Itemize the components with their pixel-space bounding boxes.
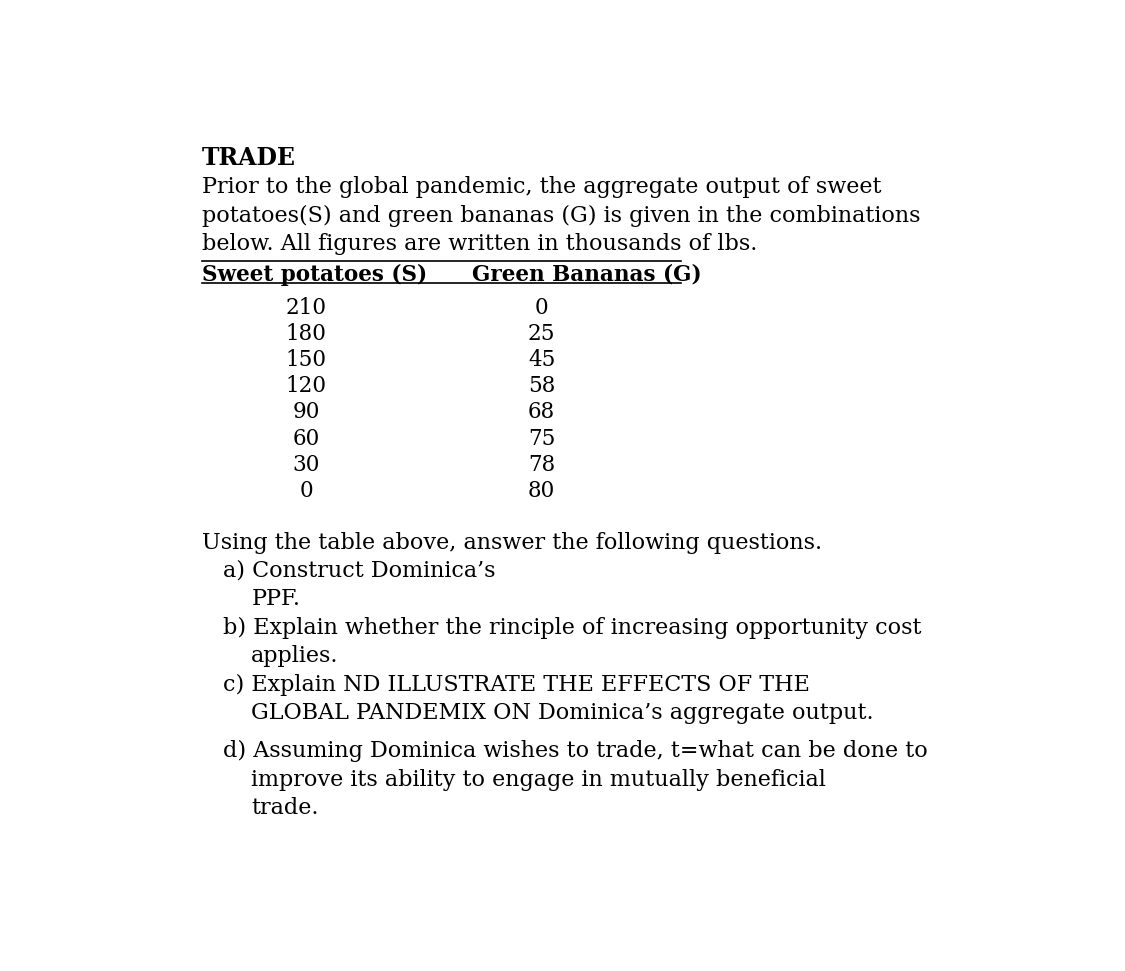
- Text: below. All figures are written in thousands of lbs.: below. All figures are written in thousa…: [201, 233, 757, 255]
- Text: Sweet potatoes (S): Sweet potatoes (S): [201, 264, 426, 285]
- Text: 25: 25: [528, 323, 556, 345]
- Text: b) Explain whether the rinciple of increasing opportunity cost: b) Explain whether the rinciple of incre…: [224, 617, 922, 639]
- Text: 68: 68: [528, 401, 556, 423]
- Text: Green Bananas (G): Green Bananas (G): [472, 264, 702, 285]
- Text: 120: 120: [286, 375, 326, 397]
- Text: c) Explain ND ILLUSTRATE THE EFFECTS OF THE: c) Explain ND ILLUSTRATE THE EFFECTS OF …: [224, 674, 810, 695]
- Text: Using the table above, answer the following questions.: Using the table above, answer the follow…: [201, 531, 821, 553]
- Text: trade.: trade.: [251, 797, 318, 820]
- Text: 90: 90: [292, 401, 319, 423]
- Text: potatoes(S) and green bananas (G) is given in the combinations: potatoes(S) and green bananas (G) is giv…: [201, 205, 920, 227]
- Text: PPF.: PPF.: [251, 588, 300, 611]
- Text: 45: 45: [528, 350, 556, 371]
- Text: 80: 80: [528, 480, 556, 502]
- Text: 0: 0: [534, 297, 549, 318]
- Text: TRADE: TRADE: [201, 147, 296, 171]
- Text: 210: 210: [286, 297, 326, 318]
- Text: 0: 0: [299, 480, 313, 502]
- Text: 180: 180: [286, 323, 326, 345]
- Text: 75: 75: [528, 427, 556, 450]
- Text: 78: 78: [528, 453, 556, 476]
- Text: 60: 60: [292, 427, 319, 450]
- Text: improve its ability to engage in mutually beneficial: improve its ability to engage in mutuall…: [251, 769, 826, 790]
- Text: a) Construct Dominica’s: a) Construct Dominica’s: [224, 560, 496, 582]
- Text: d) Assuming Dominica wishes to trade, t=what can be done to: d) Assuming Dominica wishes to trade, t=…: [224, 740, 928, 762]
- Text: 58: 58: [528, 375, 556, 397]
- Text: Prior to the global pandemic, the aggregate output of sweet: Prior to the global pandemic, the aggreg…: [201, 177, 881, 198]
- Text: applies.: applies.: [251, 645, 339, 667]
- Text: GLOBAL PANDEMIX ON Dominica’s aggregate output.: GLOBAL PANDEMIX ON Dominica’s aggregate …: [251, 702, 874, 724]
- Text: 150: 150: [286, 350, 326, 371]
- Text: 30: 30: [292, 453, 319, 476]
